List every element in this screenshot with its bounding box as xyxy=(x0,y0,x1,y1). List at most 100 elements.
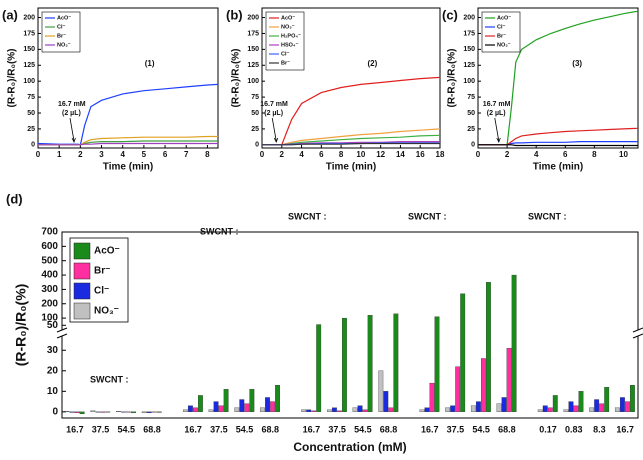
bar xyxy=(624,401,630,412)
bar xyxy=(260,407,265,412)
x-tick-label: 7 xyxy=(184,150,189,159)
annotation: 16.7 mM xyxy=(260,101,288,108)
bar xyxy=(367,315,373,412)
legend-label: Cl⁻ xyxy=(281,51,290,57)
x-tick-label: 14 xyxy=(396,150,405,159)
legend-swatch xyxy=(73,302,91,320)
x-tick-label: 0 xyxy=(260,150,265,159)
bar xyxy=(455,366,461,412)
bar xyxy=(445,407,451,412)
y-tick-label: 30 xyxy=(47,345,59,356)
legend-label: NO₃⁻ xyxy=(497,42,511,48)
y-tick-label: 200 xyxy=(23,14,35,21)
annotation: 16.7 mM xyxy=(58,101,86,108)
bar xyxy=(511,274,517,412)
bar xyxy=(331,407,337,412)
y-tick-label: 125 xyxy=(463,62,475,69)
legend-label: Br⁻ xyxy=(281,60,290,66)
bar xyxy=(383,391,389,412)
y-tick-label: 175 xyxy=(463,30,475,37)
arrow-head xyxy=(496,137,501,143)
x-axis-label: Time (min) xyxy=(103,162,153,173)
bar xyxy=(419,409,425,412)
bar xyxy=(604,387,610,412)
bar xyxy=(480,358,486,412)
axis-break-mark xyxy=(632,333,643,339)
x-tick-label: 8 xyxy=(592,150,597,159)
bar xyxy=(342,317,347,412)
y-tick-label: 25 xyxy=(467,126,475,133)
annotation: (2 µL) xyxy=(264,110,283,117)
structure-label: SWCNT : xyxy=(90,374,129,384)
bar xyxy=(121,411,126,413)
y-tick-label: 50 xyxy=(27,110,35,117)
x-tick-label: 16.7 xyxy=(616,424,634,434)
y-tick-label: 700 xyxy=(41,227,58,238)
legend-swatch xyxy=(73,242,91,260)
x-tick-label: 16.7 xyxy=(303,424,321,434)
bar xyxy=(630,385,635,412)
x-tick-label: 16 xyxy=(416,150,425,159)
bar xyxy=(95,411,101,413)
bar xyxy=(249,389,255,412)
x-tick-label: 68.8 xyxy=(262,424,280,434)
bar xyxy=(311,410,317,412)
bar xyxy=(146,411,152,414)
legend-label: AcO⁻ xyxy=(94,246,120,257)
legend-box xyxy=(265,11,305,71)
y-tick-label: 50 xyxy=(467,110,475,117)
bar xyxy=(378,370,384,412)
x-tick-label: 3 xyxy=(99,150,104,159)
bar xyxy=(234,407,240,412)
bar xyxy=(301,409,307,412)
x-tick-label: 2 xyxy=(280,150,285,159)
structure-label: SWCNT : xyxy=(288,211,327,221)
x-tick-label: 37.5 xyxy=(92,424,110,434)
x-tick-label: 8 xyxy=(339,150,344,159)
x-tick-label: 4 xyxy=(120,150,125,159)
compound-label: (3) xyxy=(572,59,582,68)
legend-box xyxy=(481,11,521,53)
bar xyxy=(192,407,198,412)
y-tick-label: 0 xyxy=(255,142,259,149)
x-tick-label: 12 xyxy=(376,150,385,159)
legend-label: HSO₄⁻ xyxy=(281,42,299,48)
bar xyxy=(275,385,280,412)
bar xyxy=(156,411,162,413)
x-tick-label: 16.7 xyxy=(66,424,84,434)
bar xyxy=(105,411,111,413)
x-tick-label: 0 xyxy=(36,150,41,159)
bar xyxy=(141,411,147,414)
bar xyxy=(393,313,399,412)
x-axis-label: Time (min) xyxy=(326,162,376,173)
axis-break-mark xyxy=(632,327,643,333)
plot-frame xyxy=(61,231,639,419)
y-axis-label: (R-R₀)/R₀(%) xyxy=(447,49,458,108)
bar xyxy=(316,324,322,412)
bar xyxy=(352,407,358,412)
legend-label: Br⁻ xyxy=(497,33,506,39)
legend-label: Cl⁻ xyxy=(497,24,506,30)
bar xyxy=(496,403,502,412)
legend-label: Cl⁻ xyxy=(57,24,66,30)
bar xyxy=(198,395,203,412)
bar xyxy=(239,399,245,412)
legend-label: H₂PO₄⁻ xyxy=(281,33,301,39)
bar xyxy=(434,316,440,412)
x-tick-label: 0.17 xyxy=(539,424,557,434)
y-tick-label: 50 xyxy=(47,320,59,331)
bar xyxy=(187,405,193,412)
axis-break-mark xyxy=(56,327,68,333)
bar xyxy=(362,409,368,412)
bar xyxy=(270,401,275,412)
bar xyxy=(424,407,430,412)
x-tick-label: 68.8 xyxy=(380,424,398,434)
y-tick-label: 75 xyxy=(251,94,259,101)
x-tick-label: 6 xyxy=(163,150,168,159)
y-tick-label: 300 xyxy=(41,284,58,295)
annotation-arrow xyxy=(271,117,277,142)
bar xyxy=(501,397,507,412)
structure-label: SWCNT : xyxy=(408,211,447,221)
bar xyxy=(100,411,106,413)
data-line xyxy=(38,142,218,146)
